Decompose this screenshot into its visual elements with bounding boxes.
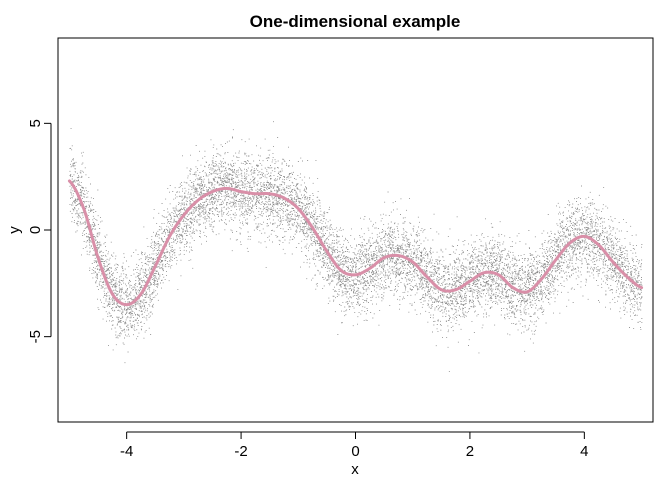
x-tick-label: 0: [351, 443, 359, 460]
x-axis: -4 -2 0 2 4: [120, 431, 589, 460]
y-axis: -5 0 5: [27, 119, 52, 343]
plot-frame: [57, 37, 654, 423]
y-tick-label: 5: [27, 119, 44, 127]
x-tick-label: 2: [466, 443, 474, 460]
y-axis-label: y: [6, 226, 23, 234]
chart-title: One-dimensional example: [250, 12, 461, 31]
scatter-point-cloud: [69, 121, 643, 373]
y-tick-label: 0: [27, 226, 44, 234]
scatter-points: [69, 121, 643, 373]
x-axis-label: x: [351, 461, 359, 478]
y-tick-label: -5: [27, 330, 44, 343]
x-tick-label: -4: [120, 443, 133, 460]
fit-line: [67, 179, 644, 307]
x-tick-label: -2: [234, 443, 247, 460]
x-tick-label: 4: [580, 443, 588, 460]
